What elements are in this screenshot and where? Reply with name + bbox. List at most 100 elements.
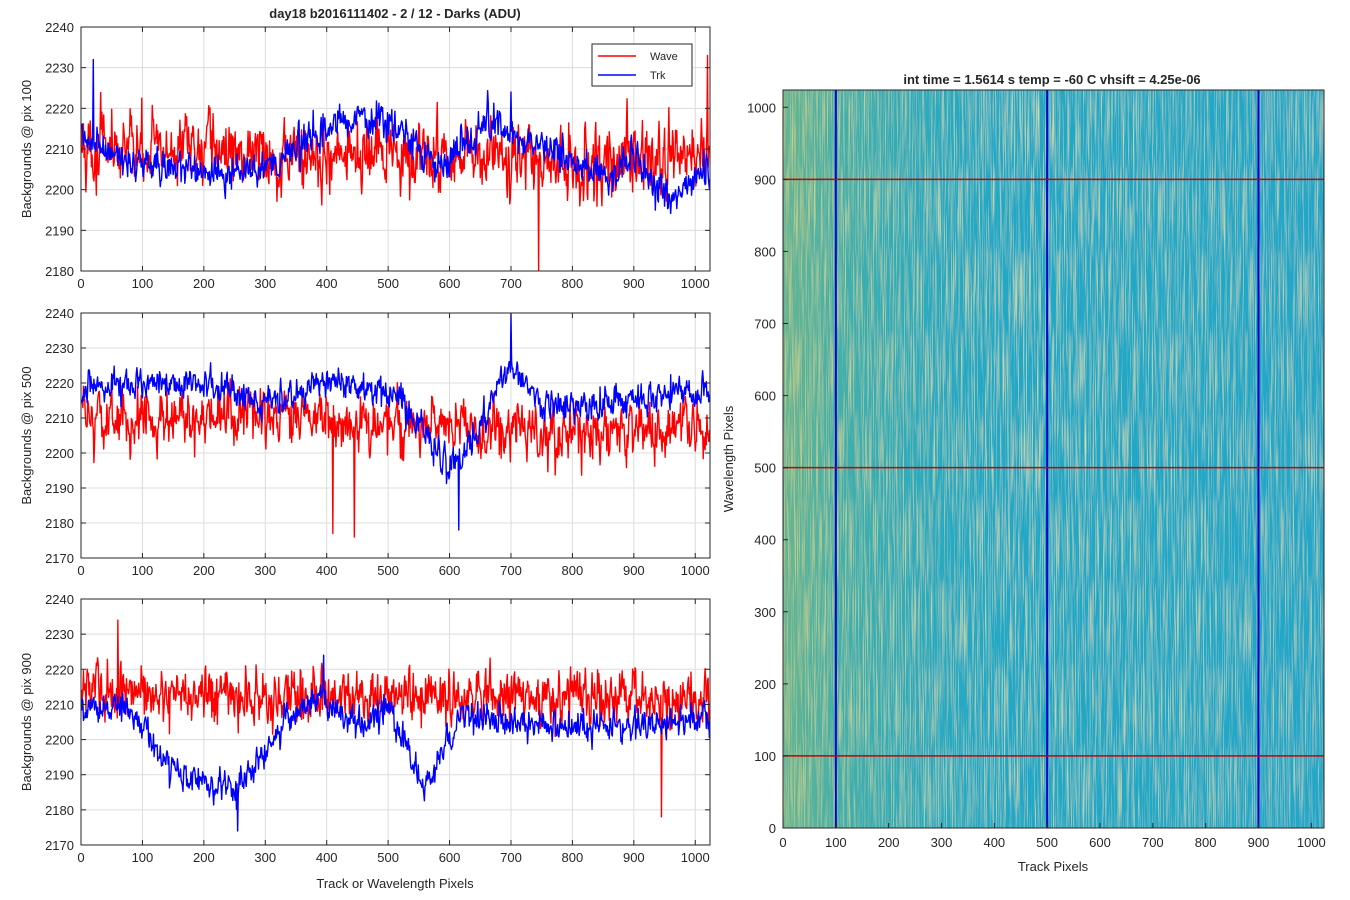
x-tick-label: 400 bbox=[983, 835, 1005, 850]
x-tick-label: 400 bbox=[316, 276, 338, 291]
y-tick-label: 2210 bbox=[45, 411, 74, 426]
y-axis-label: Backgrounds @ pix 500 bbox=[19, 366, 34, 504]
y-axis-label: Backgrounds @ pix 900 bbox=[19, 653, 34, 791]
heatmap-title: int time = 1.5614 s temp = -60 C vhsift … bbox=[903, 72, 1200, 87]
x-tick-label: 100 bbox=[132, 563, 154, 578]
y-tick-label: 2220 bbox=[45, 101, 74, 116]
x-tick-label: 1000 bbox=[681, 850, 710, 865]
y-tick-label: 2240 bbox=[45, 306, 74, 321]
series-line-wave bbox=[81, 378, 710, 538]
legend-label-wave: Wave bbox=[650, 51, 678, 63]
x-tick-label: 1000 bbox=[1297, 835, 1326, 850]
x-tick-label: 700 bbox=[1142, 835, 1164, 850]
x-tick-label: 900 bbox=[623, 563, 645, 578]
x-tick-label: 200 bbox=[193, 850, 215, 865]
x-tick-label: 800 bbox=[562, 850, 584, 865]
y-tick-label: 2210 bbox=[45, 697, 74, 712]
y-tick-label: 2180 bbox=[45, 516, 74, 531]
y-tick-label: 300 bbox=[754, 605, 776, 620]
y-tick-label: 2210 bbox=[45, 142, 74, 157]
plot-area bbox=[81, 599, 710, 845]
y-tick-label: 2200 bbox=[45, 733, 74, 748]
x-tick-label: 1000 bbox=[681, 276, 710, 291]
y-tick-label: 0 bbox=[769, 821, 776, 836]
x-tick-label: 800 bbox=[562, 276, 584, 291]
x-tick-label: 100 bbox=[132, 850, 154, 865]
x-tick-label: 600 bbox=[1089, 835, 1111, 850]
y-tick-label: 2220 bbox=[45, 662, 74, 677]
y-tick-label: 2230 bbox=[45, 627, 74, 642]
heatmap-panel: 0 100 200 300 400 500 600 700 800 900 1000 0 100 200 3… bbox=[747, 89, 1326, 850]
x-tick-label: 800 bbox=[1195, 835, 1217, 850]
y-tick-label: 900 bbox=[754, 172, 776, 187]
y-tick-label: 2180 bbox=[45, 264, 74, 279]
series-line-trk bbox=[81, 58, 710, 215]
heatmap-frame bbox=[782, 89, 1325, 829]
x-tick-label: 800 bbox=[562, 563, 584, 578]
axes-frame bbox=[80, 312, 711, 559]
x-tick-label: 0 bbox=[779, 835, 786, 850]
x-tick-label: 400 bbox=[316, 850, 338, 865]
x-tick-label: 700 bbox=[500, 563, 522, 578]
x-tick-label: 400 bbox=[316, 563, 338, 578]
x-tick-label: 300 bbox=[254, 850, 276, 865]
heatmap-x-axis-label: Track Pixels bbox=[1018, 859, 1089, 874]
x-tick-label: 300 bbox=[931, 835, 953, 850]
y-tick-label: 2200 bbox=[45, 446, 74, 461]
y-tick-label: 2200 bbox=[45, 183, 74, 198]
y-tick-label: 2220 bbox=[45, 376, 74, 391]
x-tick-label: 200 bbox=[878, 835, 900, 850]
heatmap-y-axis-label: Wavelength Pixels bbox=[721, 405, 736, 512]
x-tick-label: 1000 bbox=[681, 563, 710, 578]
y-tick-label: 2230 bbox=[45, 61, 74, 76]
y-tick-label: 2240 bbox=[45, 20, 74, 35]
legend: Wave Trk bbox=[591, 43, 693, 87]
series-line-wave bbox=[81, 54, 710, 271]
x-tick-label: 0 bbox=[77, 850, 84, 865]
y-tick-label: 100 bbox=[754, 749, 776, 764]
heatmap-shading bbox=[783, 90, 1324, 828]
series-line-wave bbox=[81, 619, 710, 818]
x-tick-label: 0 bbox=[77, 276, 84, 291]
x-tick-label: 500 bbox=[1036, 835, 1058, 850]
plot-area bbox=[81, 313, 710, 558]
x-tick-label: 600 bbox=[439, 563, 461, 578]
x-tick-label: 700 bbox=[500, 276, 522, 291]
y-tick-label: 800 bbox=[754, 244, 776, 259]
x-tick-label: 300 bbox=[254, 563, 276, 578]
y-tick-label: 500 bbox=[754, 461, 776, 476]
legend-label-trk: Trk bbox=[650, 70, 666, 82]
series-line-trk bbox=[81, 313, 710, 531]
x-tick-label: 0 bbox=[77, 563, 84, 578]
y-tick-label: 2240 bbox=[45, 592, 74, 607]
y-tick-label: 400 bbox=[754, 533, 776, 548]
y-tick-label: 600 bbox=[754, 389, 776, 404]
x-tick-label: 200 bbox=[193, 563, 215, 578]
x-tick-label: 100 bbox=[132, 276, 154, 291]
y-tick-label: 700 bbox=[754, 317, 776, 332]
axes-frame bbox=[80, 598, 711, 846]
x-tick-label: 600 bbox=[439, 276, 461, 291]
figure-title: day18 b2016111402 - 2 / 12 - Darks (ADU) bbox=[269, 6, 520, 21]
x-tick-label: 900 bbox=[1248, 835, 1270, 850]
x-tick-label: 500 bbox=[377, 276, 399, 291]
y-tick-label: 2190 bbox=[45, 481, 74, 496]
x-tick-label: 700 bbox=[500, 850, 522, 865]
y-tick-label: 2170 bbox=[45, 838, 74, 853]
line-panel-pix-500: 0 100 200 300 400 500 600 700 800 900 1000 2170 2180… bbox=[19, 306, 711, 578]
x-tick-label: 500 bbox=[377, 850, 399, 865]
bottom-x-axis-label: Track or Wavelength Pixels bbox=[316, 876, 474, 891]
x-tick-label: 200 bbox=[193, 276, 215, 291]
x-tick-label: 900 bbox=[623, 276, 645, 291]
y-tick-label: 2170 bbox=[45, 551, 74, 566]
line-panel-pix-100: 0 100 200 300 400 500 600 700 800 900 1000 2180 2190… bbox=[19, 20, 711, 291]
y-tick-label: 2190 bbox=[45, 768, 74, 783]
y-axis-label: Backgrounds @ pix 100 bbox=[19, 80, 34, 218]
y-tick-label: 2190 bbox=[45, 223, 74, 238]
x-tick-label: 900 bbox=[623, 850, 645, 865]
x-tick-label: 100 bbox=[825, 835, 847, 850]
line-panel-pix-900: 0 100 200 300 400 500 600 700 800 900 1000 2170 2180… bbox=[19, 592, 711, 865]
series-line-trk bbox=[81, 654, 710, 832]
y-tick-label: 200 bbox=[754, 677, 776, 692]
